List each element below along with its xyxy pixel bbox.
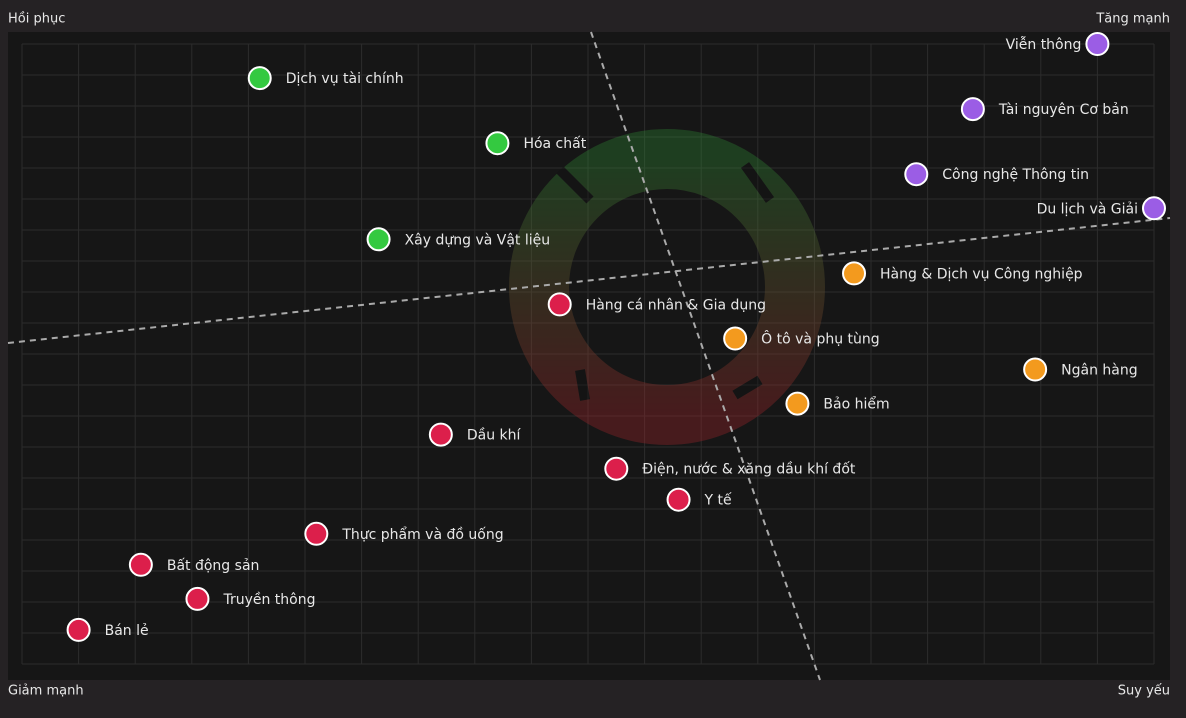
point: [304, 521, 329, 546]
corner-label: Suy yếu: [1118, 684, 1170, 699]
point: [547, 292, 572, 317]
points: Viễn thông Dịch vụ tài chính Tài nguyên Cơ…: [66, 32, 1166, 642]
point: [666, 487, 691, 512]
point: [842, 261, 867, 286]
point: [1085, 32, 1110, 56]
point: [904, 162, 929, 187]
point-label: Bán lẻ: [105, 623, 149, 639]
point-label: Bất động sản: [167, 558, 260, 574]
point: [1023, 357, 1048, 382]
point: [366, 227, 391, 252]
point-label: Y tế: [704, 492, 732, 509]
point: [1142, 196, 1166, 221]
point: [960, 97, 985, 122]
point: [723, 326, 748, 351]
corner-label: Hồi phục: [8, 12, 65, 27]
point-label: Hàng & Dịch vụ Công nghiệp: [880, 266, 1083, 282]
trend-line: [590, 31, 821, 681]
point: [247, 66, 272, 91]
point-label: Công nghệ Thông tin: [942, 167, 1089, 183]
corner-label: Tăng mạnh: [1095, 12, 1170, 27]
point-label: Xây dựng và Vật liệu: [405, 232, 551, 248]
point: [428, 422, 453, 447]
corner-label: Giảm mạnh: [8, 684, 84, 699]
point-label: Du lịch và Giải: [1037, 201, 1138, 217]
point: [66, 617, 91, 642]
point-label: Dịch vụ tài chính: [286, 71, 404, 87]
point-label: Thực phẩm và đồ uống: [341, 526, 503, 543]
point-label: Bảo hiểm: [823, 396, 889, 413]
cycle-icon: [509, 129, 825, 445]
point-label: Tài nguyên Cơ bản: [998, 102, 1129, 118]
point-label: Truyền thông: [222, 591, 315, 608]
point: [604, 456, 629, 481]
trend-line: [7, 217, 1171, 344]
point: [128, 552, 153, 577]
point-label: Hàng cá nhân & Gia dụng: [586, 297, 766, 313]
point: [185, 586, 210, 611]
point: [485, 131, 510, 156]
point-label: Hóa chất: [523, 136, 586, 152]
point: [785, 391, 810, 416]
point-label: Điện, nước & xăng dầu khí đốt: [642, 461, 856, 478]
point-label: Ô tô và phụ tùng: [761, 330, 880, 348]
point-label: Dầu khí: [467, 428, 522, 444]
point-label: Viễn thông: [1006, 36, 1082, 53]
point-label: Ngân hàng: [1061, 363, 1137, 379]
